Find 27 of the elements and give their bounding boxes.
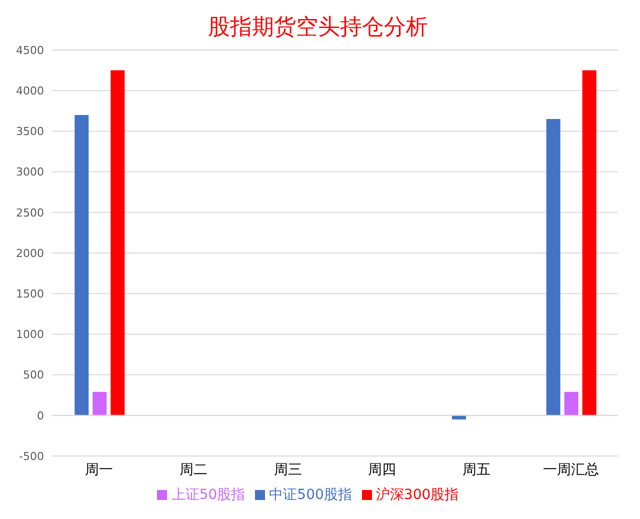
- y-tick-label: 2000: [16, 246, 44, 260]
- x-tick-label: 周三: [274, 462, 302, 478]
- x-tick-label: 周二: [180, 462, 208, 478]
- x-tick-label: 周四: [368, 462, 396, 478]
- y-tick-label: 500: [23, 368, 44, 382]
- y-tick-label: -500: [19, 450, 44, 463]
- x-tick-label: 一周汇总: [542, 462, 599, 478]
- legend-label: 沪深300股指: [376, 487, 459, 503]
- bar: [92, 392, 107, 416]
- y-tick-label: 1500: [16, 288, 44, 301]
- y-tick-label: 2500: [16, 206, 44, 220]
- x-tick-label: 周一: [85, 462, 114, 478]
- bar: [110, 70, 125, 416]
- y-tick-label: 3500: [16, 125, 44, 138]
- y-tick-label: 0: [37, 409, 44, 422]
- bar: [74, 114, 89, 416]
- y-tick-label: 4500: [16, 44, 44, 57]
- y-tick-label: 3000: [16, 166, 44, 179]
- bar: [564, 392, 578, 416]
- bar: [582, 70, 596, 416]
- y-tick-label: 1000: [16, 328, 44, 342]
- bar: [546, 119, 560, 416]
- x-tick-label: 周五: [462, 462, 490, 478]
- y-tick-label: 4000: [16, 84, 44, 98]
- chart-title: 股指期货空头持仓分析: [207, 14, 429, 42]
- legend-label: 上证50股指: [171, 487, 246, 503]
- legend-label: 中证500股指: [269, 487, 352, 503]
